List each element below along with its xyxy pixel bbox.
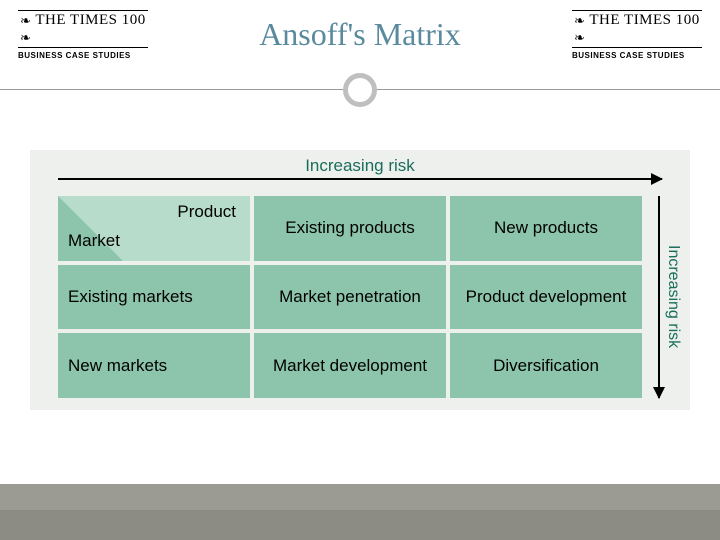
right-risk-label: Increasing risk xyxy=(664,245,682,348)
corner-cell: Product Market xyxy=(58,196,250,261)
row-header-existing: Existing markets xyxy=(58,265,250,330)
row-header-new: New markets xyxy=(58,333,250,398)
col-header-existing: Existing products xyxy=(254,196,446,261)
cell-penetration: Market penetration xyxy=(254,265,446,330)
corner-product-label: Product xyxy=(177,202,236,222)
footer-bar-2 xyxy=(0,510,720,540)
ring-icon xyxy=(343,73,377,107)
matrix-grid: Product Market Existing products New pro… xyxy=(58,196,642,398)
logo-brand: ❧ THE TIMES 100 ❧ xyxy=(18,10,148,48)
logo-sub-text: BUSINESS CASE STUDIES xyxy=(18,51,148,60)
corner-market-label: Market xyxy=(68,231,120,251)
flourish-icon: ❧ xyxy=(574,13,585,29)
logo-brand: ❧ THE TIMES 100 ❧ xyxy=(572,10,702,48)
flourish-icon: ❧ xyxy=(20,30,31,46)
horizontal-arrow-icon xyxy=(58,178,662,180)
ansoff-matrix: Increasing risk Product Market Existing … xyxy=(30,150,690,410)
flourish-icon: ❧ xyxy=(20,13,31,29)
logo-left: ❧ THE TIMES 100 ❧ BUSINESS CASE STUDIES xyxy=(18,10,148,60)
logo-right: ❧ THE TIMES 100 ❧ BUSINESS CASE STUDIES xyxy=(572,10,702,60)
col-header-new: New products xyxy=(450,196,642,261)
cell-diversification: Diversification xyxy=(450,333,642,398)
cell-product-dev: Product development xyxy=(450,265,642,330)
cell-market-dev: Market development xyxy=(254,333,446,398)
logo-main-text: THE TIMES 100 xyxy=(589,12,699,28)
right-risk-label-wrap: Increasing risk xyxy=(664,196,682,398)
vertical-arrow-icon xyxy=(658,196,660,398)
logo-main-text: THE TIMES 100 xyxy=(35,12,145,28)
header: ❧ THE TIMES 100 ❧ BUSINESS CASE STUDIES … xyxy=(0,0,720,90)
logo-sub-text: BUSINESS CASE STUDIES xyxy=(572,51,702,60)
content-area: Increasing risk Product Market Existing … xyxy=(0,90,720,510)
flourish-icon: ❧ xyxy=(574,30,585,46)
top-risk-label: Increasing risk xyxy=(30,150,690,178)
